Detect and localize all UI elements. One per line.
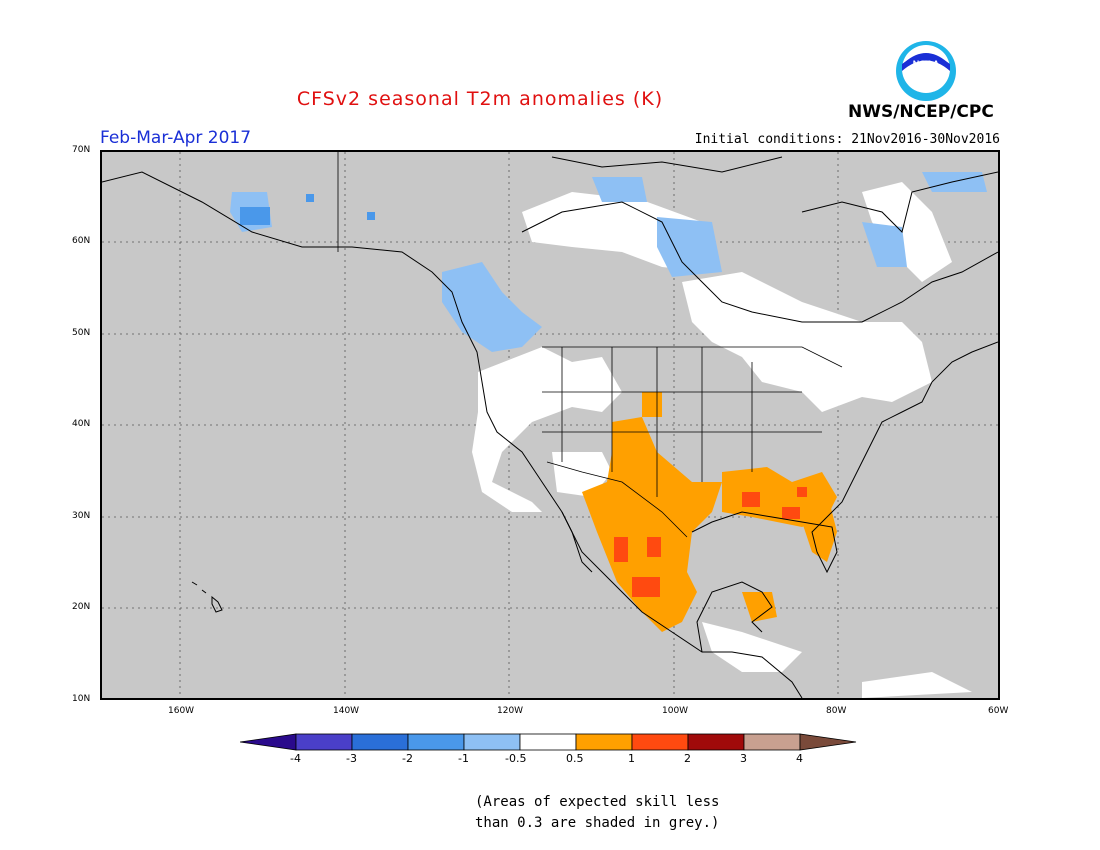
coastlines: [102, 156, 998, 698]
warm-anomaly-medium: [614, 487, 807, 597]
lat-tick: 70N: [72, 145, 91, 155]
colorbar-segment: [240, 733, 297, 751]
lon-tick: 100W: [662, 706, 689, 716]
borders: [337, 152, 843, 538]
svg-text:NOAA: NOAA: [913, 59, 940, 69]
lat-tick: 60N: [72, 236, 91, 246]
warm-anomaly-light: [582, 392, 837, 632]
colorbar-label: -1: [458, 752, 469, 765]
colorbar-label: 2: [684, 752, 691, 765]
lon-tick: 120W: [497, 706, 524, 716]
forecast-period: Feb-Mar-Apr 2017: [100, 128, 252, 148]
hawaii: [191, 581, 223, 613]
colorbar-segment: [351, 733, 409, 751]
chart-title: CFSv2 seasonal T2m anomalies (K): [296, 88, 664, 110]
anomaly-map: [100, 150, 1000, 700]
colorbar-segment: [295, 733, 353, 751]
colorbar-segment: [407, 733, 465, 751]
skill-note-line: than 0.3 are shaded in grey.): [475, 815, 720, 831]
colorbar-label: 3: [740, 752, 747, 765]
skill-note-line: (Areas of expected skill less: [475, 794, 720, 810]
colorbar-segment: [631, 733, 689, 751]
initial-conditions: Initial conditions: 21Nov2016-30Nov2016: [694, 132, 1000, 147]
noaa-logo: NOAA: [896, 41, 956, 101]
lat-tick: 10N: [72, 694, 91, 704]
colorbar-segment: [799, 733, 857, 751]
colorbar-segment: [575, 733, 633, 751]
colorbar-label: -4: [290, 752, 301, 765]
colorbar-label: 4: [796, 752, 803, 765]
lon-tick: 80W: [826, 706, 847, 716]
colorbar-segment: [463, 733, 521, 751]
colorbar-label: -3: [346, 752, 357, 765]
lon-tick: 140W: [333, 706, 360, 716]
lat-tick: 20N: [72, 602, 91, 612]
colorbar-segment: [687, 733, 745, 751]
colorbar: [240, 733, 857, 751]
lon-tick: 160W: [168, 706, 195, 716]
colorbar-label: -2: [402, 752, 413, 765]
lat-tick: 50N: [72, 328, 91, 338]
colorbar-segment: [743, 733, 801, 751]
lon-tick: 60W: [988, 706, 1009, 716]
cool-anomaly-medium: [240, 194, 375, 225]
lat-tick: 30N: [72, 511, 91, 521]
skill-note: (Areas of expected skill less than 0.3 a…: [475, 792, 719, 834]
agency-label: NWS/NCEP/CPC: [848, 102, 994, 122]
lat-tick: 40N: [72, 419, 91, 429]
colorbar-label: 0.5: [566, 752, 584, 765]
colorbar-label: 1: [628, 752, 635, 765]
colorbar-segment: [519, 733, 577, 751]
colorbar-label: -0.5: [505, 752, 527, 765]
map-canvas: [102, 152, 998, 698]
